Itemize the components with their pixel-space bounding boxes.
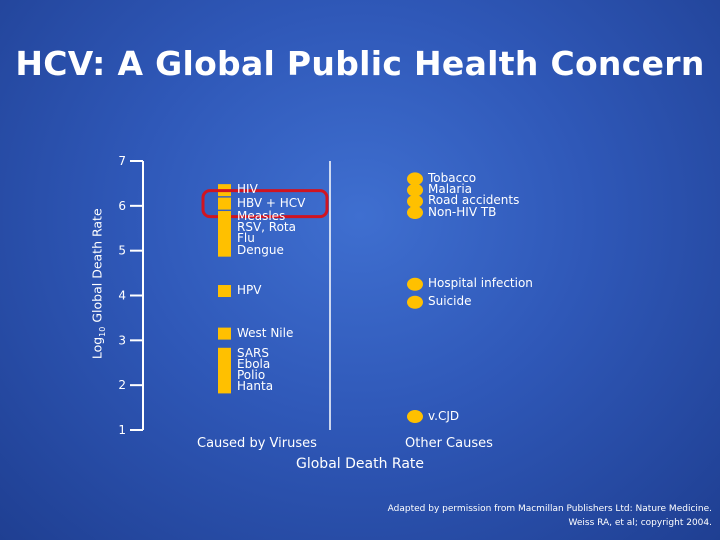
- virus-marker-2: [218, 211, 231, 224]
- x-category-other: Other Causes: [405, 436, 493, 451]
- virus-label-1: HBV + HCV: [237, 195, 306, 210]
- credit-line-2: Weiss RA, et al; copyright 2004.: [568, 518, 712, 528]
- y-tick-label-3: 3: [118, 333, 126, 347]
- y-tick-label-1: 1: [118, 423, 126, 437]
- x-category-viruses: Caused by Viruses: [197, 436, 317, 451]
- other-marker-4: [407, 277, 423, 291]
- virus-label-10: Polio: [237, 368, 266, 383]
- credit-note: Adapted by permission from Macmillan Pub…: [388, 502, 712, 530]
- credit-line-1: Adapted by permission from Macmillan Pub…: [387, 504, 712, 514]
- virus-label-9: Ebola: [237, 356, 271, 371]
- virus-marker-10: [218, 370, 231, 383]
- virus-label-7: West Nile: [237, 325, 294, 340]
- y-tick-label-6: 6: [118, 199, 126, 213]
- other-label-0: Tobacco: [428, 170, 477, 185]
- virus-label-11: Hanta: [237, 379, 274, 394]
- other-label-3: Non-HIV TB: [428, 204, 497, 219]
- virus-marker-7: [218, 327, 231, 340]
- virus-label-0: HIV: [237, 182, 258, 197]
- virus-marker-11: [218, 381, 231, 394]
- virus-marker-6: [218, 285, 231, 298]
- slide-title: HCV: A Global Public Health Concern: [15, 44, 705, 83]
- y-tick-label-7: 7: [118, 154, 126, 168]
- virus-label-8: SARS: [237, 345, 270, 360]
- other-marker-2: [407, 194, 423, 208]
- virus-marker-4: [218, 233, 231, 246]
- y-tick-label-4: 4: [118, 289, 126, 303]
- virus-label-5: Dengue: [237, 242, 284, 257]
- other-label-2: Road accidents: [428, 193, 520, 208]
- other-label-1: Malaria: [428, 182, 473, 197]
- hbv-hcv-highlight-box: [201, 189, 329, 219]
- virus-label-3: RSV, Rota: [237, 220, 296, 235]
- virus-marker-8: [218, 347, 231, 360]
- other-marker-1: [407, 183, 423, 197]
- other-label-4: Hospital infection: [428, 276, 533, 291]
- other-marker-6: [407, 410, 423, 424]
- virus-marker-1: [218, 197, 231, 210]
- virus-label-2: Measles: [237, 209, 286, 224]
- other-marker-3: [407, 206, 423, 220]
- x-axis-title: Global Death Rate: [296, 456, 424, 472]
- virus-label-6: HPV: [237, 283, 262, 298]
- other-label-5: Suicide: [428, 294, 472, 309]
- other-marker-5: [407, 295, 423, 309]
- y-tick-label-2: 2: [118, 378, 126, 392]
- virus-marker-5: [218, 244, 231, 257]
- virus-label-4: Flu: [237, 231, 255, 246]
- other-label-6: v.CJD: [428, 408, 460, 423]
- virus-marker-9: [218, 358, 231, 371]
- virus-marker-3: [218, 222, 231, 235]
- y-tick-label-5: 5: [118, 244, 126, 258]
- other-marker-0: [407, 172, 423, 186]
